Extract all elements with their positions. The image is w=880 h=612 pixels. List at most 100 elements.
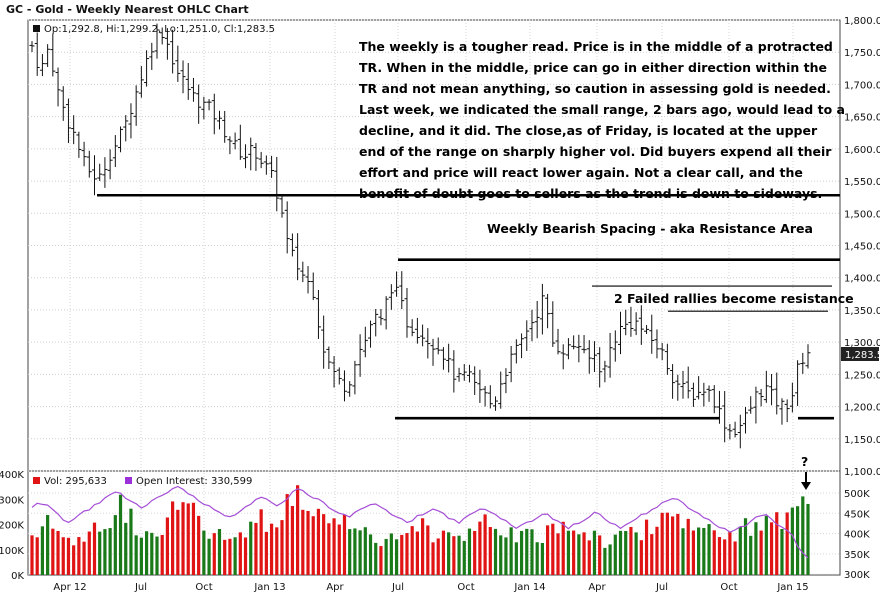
ohlc-bar (493, 396, 499, 411)
volume-bar (40, 526, 45, 575)
volume-bar (296, 485, 300, 575)
ohlc-bar (435, 337, 441, 355)
volume-bar (165, 517, 170, 575)
last-price-label: 1,283.5 (845, 350, 880, 361)
time-tick-label: Jan 13 (253, 582, 285, 593)
volume-bar (56, 531, 60, 575)
ohlc-bar (399, 271, 405, 310)
time-tick-label: Jan 14 (513, 582, 545, 593)
volume-bar (405, 533, 409, 575)
ohlc-bar (206, 99, 212, 111)
ohlc-bar (164, 28, 170, 60)
volume-bar (488, 527, 492, 575)
volume-bar (337, 524, 341, 575)
ohlc-bar (685, 366, 691, 399)
ohlc-bar (425, 328, 431, 359)
volume-bar (733, 541, 737, 575)
volume-bar (447, 532, 451, 575)
ohlc-bar (732, 421, 738, 438)
commentary-line: end of the range on sharply higher vol. … (359, 144, 832, 159)
volume-bar (124, 522, 128, 575)
ohlc-bar (102, 157, 108, 188)
price-tick-label: 1,150.0 (844, 435, 880, 446)
ohlc-bar (341, 370, 347, 402)
ohlc-bar (91, 155, 97, 196)
volume-bar (129, 508, 133, 575)
time-tick-label: Oct (457, 582, 474, 593)
volume-bar (598, 535, 602, 575)
volume-bar (301, 509, 305, 575)
volume-bar (525, 528, 529, 575)
volume-legend-swatch (33, 477, 40, 484)
oi-tick-label: 450K (844, 509, 870, 520)
ohlc-bar (326, 346, 332, 370)
volume-bar (342, 514, 347, 575)
volume-bar (795, 506, 800, 575)
ohlc-bar (196, 84, 202, 124)
volume-bar (191, 502, 196, 575)
volume-bar (806, 503, 810, 575)
ohlc-bar (284, 201, 290, 254)
volume-bar (660, 512, 664, 575)
ohlc-bar (149, 42, 155, 70)
oi-tick-label: 300K (844, 570, 870, 581)
volume-bar (285, 494, 289, 575)
volume-bar (514, 542, 518, 575)
ohlc-bar (321, 315, 327, 369)
ohlc-bar (315, 289, 321, 339)
ohlc-bar (670, 364, 676, 399)
volume-bar (394, 539, 399, 575)
ohlc-bar (789, 382, 795, 413)
volume-bar (181, 502, 185, 575)
ohlc-bar (362, 326, 368, 358)
failed-rallies-annotation: 2 Failed rallies become resistance (614, 291, 854, 306)
ohlc-bar (237, 124, 243, 160)
ohlc-bar (591, 341, 597, 373)
volume-tick-label: 100K (0, 546, 24, 557)
volume-bar (545, 525, 550, 575)
ohlc-bar (711, 385, 717, 414)
volume-bar (275, 527, 279, 575)
ohlc-bar (347, 381, 353, 397)
volume-bar (228, 538, 232, 575)
volume-bar (655, 526, 659, 575)
volume-bar (530, 529, 534, 575)
volume-bar (134, 535, 138, 575)
volume-bar (462, 540, 466, 575)
ohlc-bar (456, 367, 462, 382)
ohlc-bar (128, 103, 134, 139)
volume-bar (202, 530, 206, 575)
volume-bar (634, 532, 638, 575)
volume-bar (702, 527, 706, 575)
ohlc-bar (310, 272, 316, 301)
volume-bar (759, 530, 763, 575)
ohlc-bar (190, 77, 196, 102)
volume-bar (603, 547, 607, 575)
ohlc-bar (258, 151, 264, 169)
ohlc-bar (97, 163, 103, 181)
time-tick-label: Jul (391, 582, 404, 593)
volume-bar (353, 528, 357, 575)
volume-bar (801, 496, 805, 575)
ohlc-bar (383, 296, 389, 330)
oi-legend: Open Interest: 330,599 (136, 476, 252, 487)
ohlc-bar (81, 141, 87, 167)
volume-bar (160, 534, 164, 575)
oi-legend-swatch (125, 477, 132, 484)
volume-bar (681, 528, 685, 575)
volume-bar (535, 542, 539, 575)
ohlc-bar (701, 382, 707, 407)
volume-bar (290, 505, 295, 575)
volume-bar (410, 526, 414, 575)
ohlc-bar (133, 85, 139, 126)
volume-bar (46, 515, 50, 575)
volume-bar (650, 534, 654, 575)
volume-bar (436, 538, 440, 575)
time-tick-label: Apr (588, 582, 606, 593)
ohlc-bar (388, 284, 394, 310)
volume-bar (264, 531, 268, 575)
volume-bar (764, 515, 768, 575)
down-arrow-icon (801, 472, 811, 490)
volume-bar (118, 494, 123, 575)
volume-bar (332, 518, 336, 575)
